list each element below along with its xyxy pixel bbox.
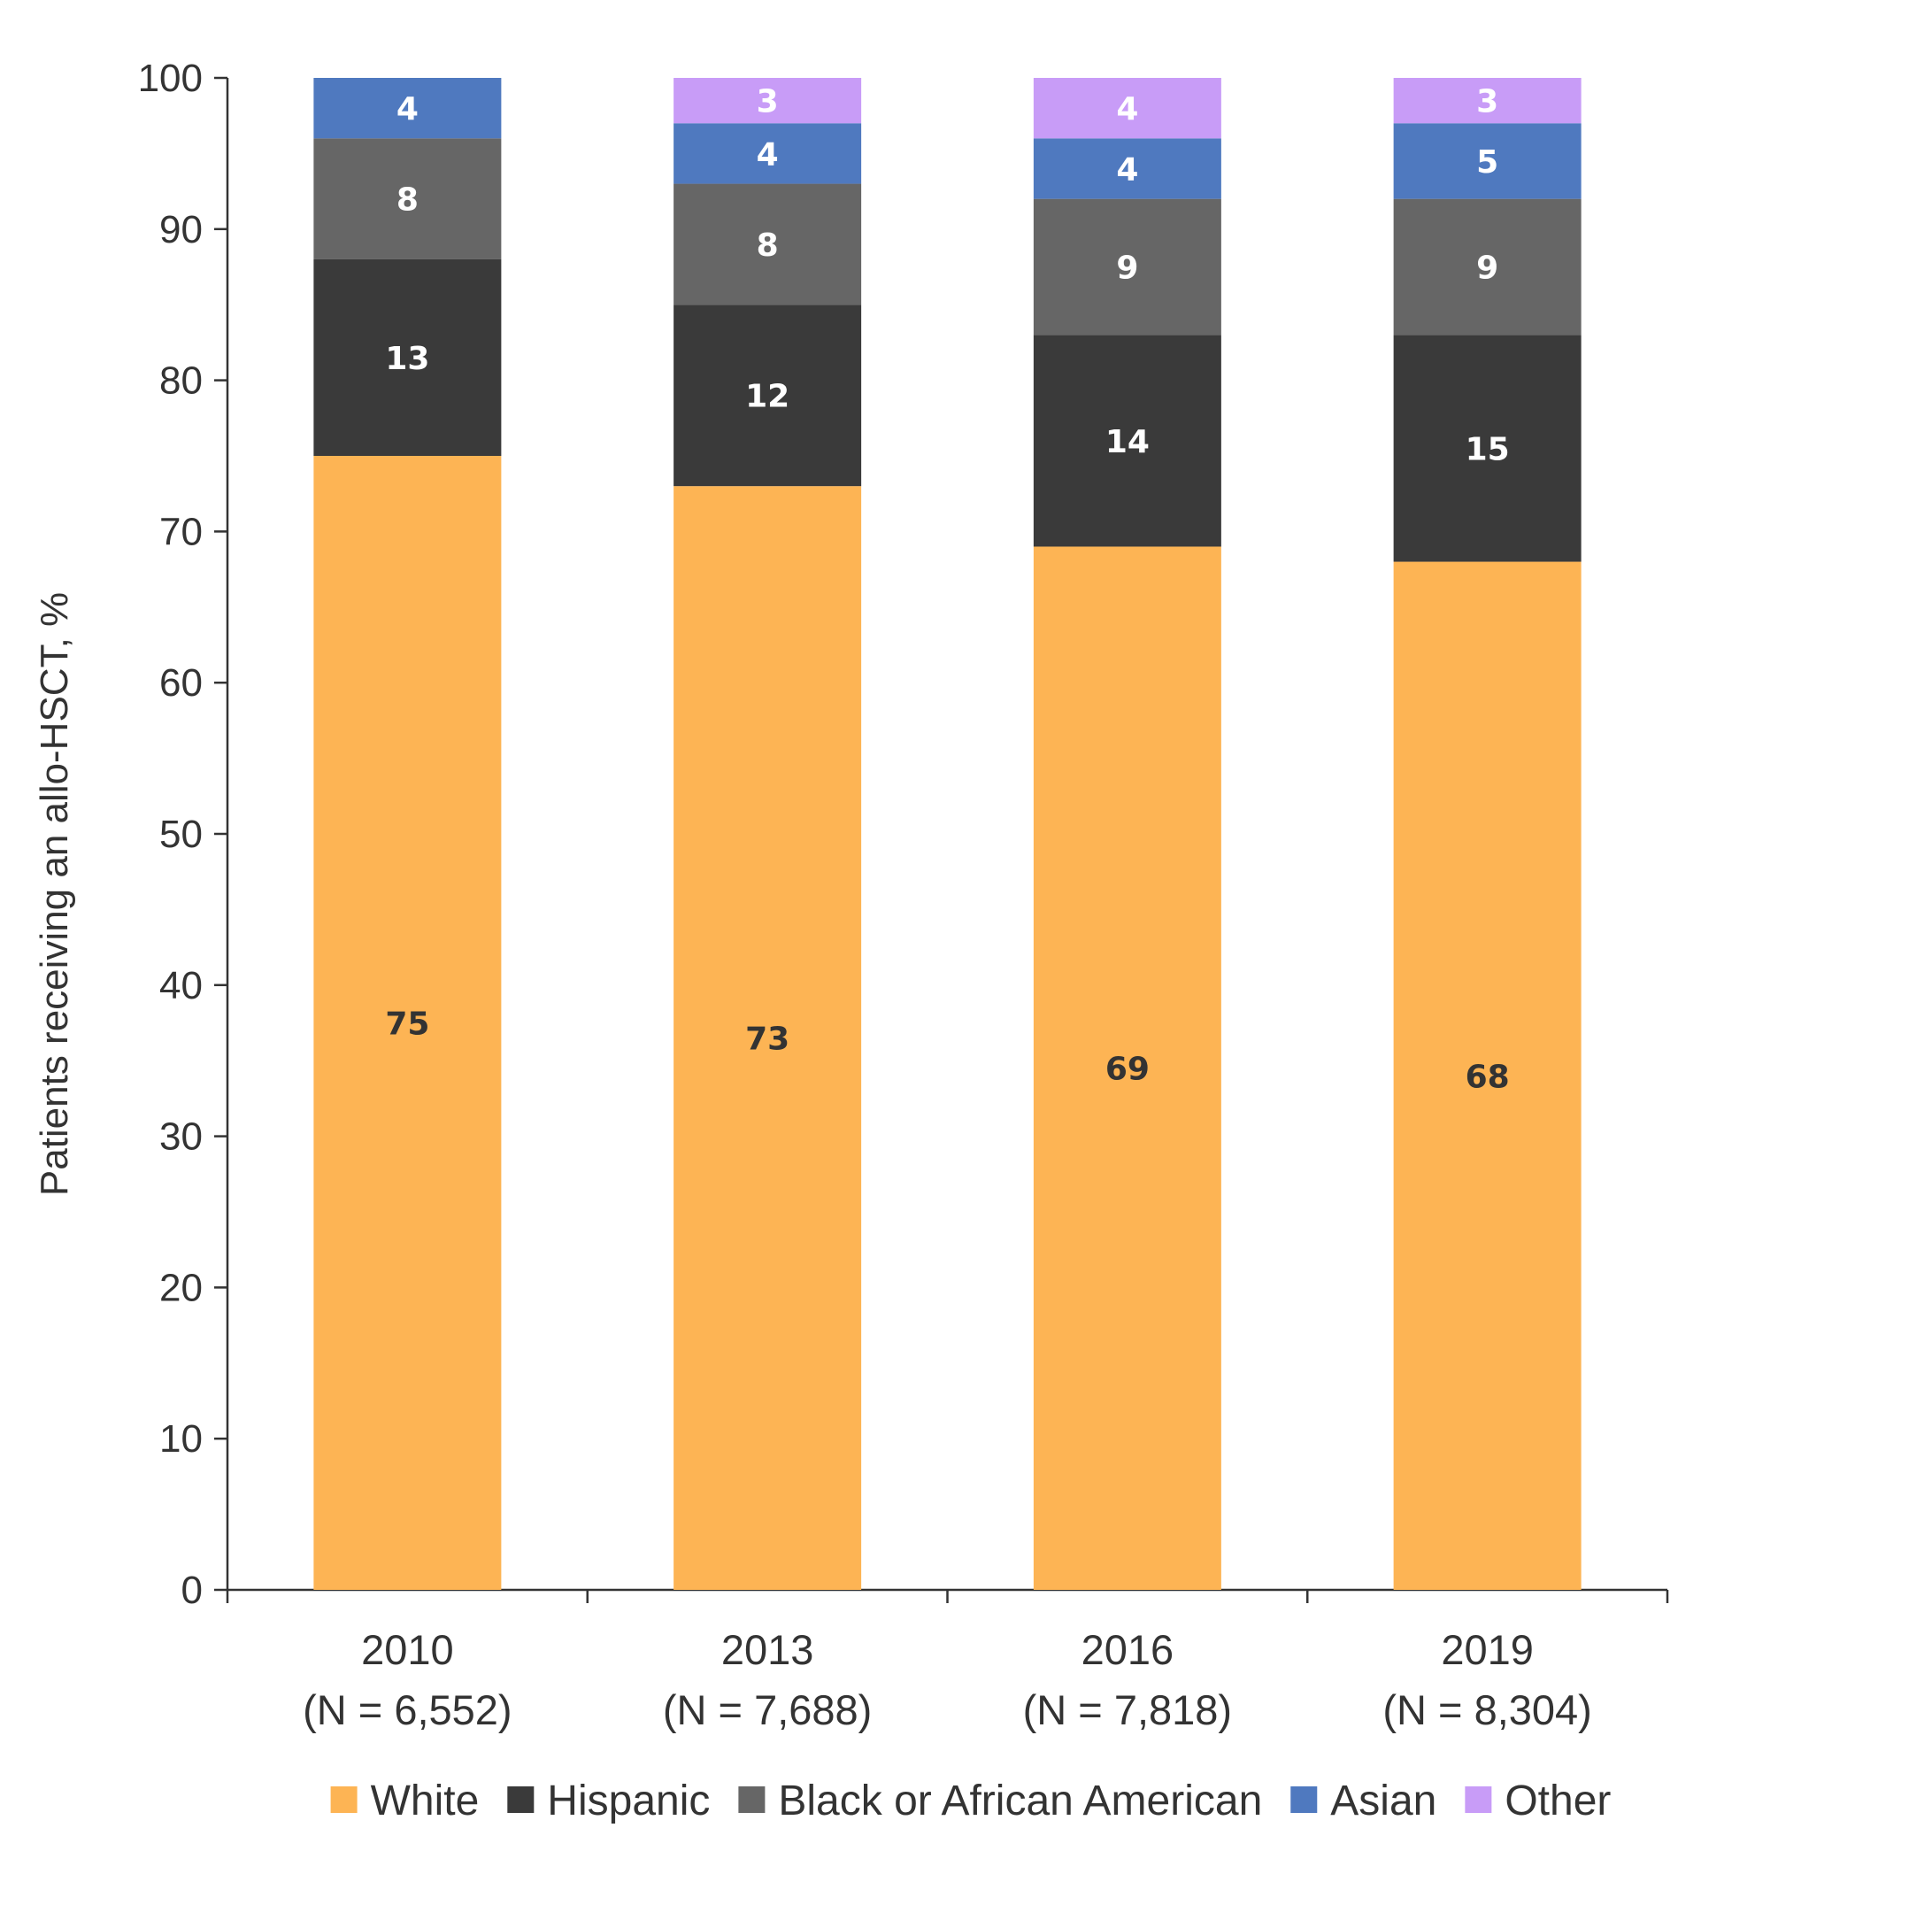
bar-segment-black-or-african-american-2010 [313,138,502,259]
bar-value-label: 68 [1466,1059,1510,1095]
x-category-year: 2019 [1441,1626,1534,1673]
y-tick-label: 40 [159,964,203,1007]
bar-segment-black-or-african-american-2019 [1393,198,1582,335]
bar-segment-asian-2013 [674,123,862,184]
axes: 0 10 20 30 40 50 60 70 80 90 100 [138,57,1669,1612]
x-category-n: (N = 6,552) [303,1686,512,1733]
bar-value-label: 3 [1476,84,1498,120]
legend-swatch [1465,1786,1492,1813]
bar-value-label: 14 [1105,424,1150,460]
x-category-year: 2010 [361,1626,454,1673]
bar-segment-hispanic-2010 [313,258,502,456]
y-tick-label: 10 [159,1417,203,1461]
bar-segment-hispanic-2019 [1393,335,1582,562]
bar-segment-other-2019 [1393,78,1582,124]
bar-value-label: 4 [1116,91,1138,127]
y-tick-label: 50 [159,813,203,856]
y-tick-label: 30 [159,1115,203,1159]
bar-value-label: 73 [745,1022,789,1058]
x-category-n: (N = 7,818) [1023,1686,1232,1733]
bar-value-label: 8 [757,228,779,264]
bar-segment-white-2019 [1393,561,1582,1590]
y-tick-label: 70 [159,510,203,553]
category-labels: 2010 (N = 6,552) 2013 (N = 7,688) 2016 (N = 7… [303,1626,1592,1733]
bar-value-label: 4 [1116,151,1138,188]
legend-swatch [1290,1786,1318,1813]
y-axis-title: Patients receiving an allo-HSCT, % [33,592,76,1196]
bar-segment-hispanic-2016 [1033,335,1221,547]
bar-labels: 75 13 8 4 73 12 8 4 3 69 14 9 4 4 68 15 9 5 3 [385,84,1509,1096]
legend: White Hispanic Black or African American As… [330,1778,1611,1824]
bar-value-label: 4 [757,136,779,173]
bar-segment-asian-2010 [313,78,502,139]
bar-value-label: 5 [1476,144,1498,181]
y-tick-label: 90 [159,208,203,251]
legend-label: Hispanic [547,1778,710,1824]
legend-label: Asian [1330,1778,1436,1824]
x-category-year: 2016 [1081,1626,1174,1673]
y-tick-label: 80 [159,359,203,403]
bar-segment-black-or-african-american-2016 [1033,198,1221,335]
y-tick-label: 100 [138,57,203,100]
bar-value-label: 8 [396,182,419,219]
bar-value-label: 3 [757,84,779,120]
legend-label: Other [1505,1778,1611,1824]
bar-segment-hispanic-2013 [674,305,862,487]
legend-swatch [738,1786,766,1813]
bar-value-label: 75 [385,1006,429,1043]
legend-label: White [371,1778,480,1824]
bar-value-label: 13 [385,341,429,377]
legend-swatch [330,1786,358,1813]
x-category-n: (N = 7,688) [663,1686,872,1733]
bar-value-label: 4 [396,91,419,127]
bar-segment-asian-2016 [1033,138,1221,199]
bars [313,78,1582,1591]
bar-segment-other-2016 [1033,78,1221,139]
bar-value-label: 9 [1476,251,1498,287]
legend-swatch [507,1786,535,1813]
bar-value-label: 69 [1105,1052,1150,1088]
bar-segment-other-2013 [674,78,862,124]
bar-segment-white-2010 [313,456,502,1590]
bar-value-label: 9 [1116,251,1138,287]
x-category-year: 2013 [721,1626,814,1673]
legend-label: Black or African American [778,1778,1262,1824]
bar-segment-white-2013 [674,486,862,1591]
y-tick-label: 0 [181,1569,203,1612]
y-axis-title-group: Patients receiving an allo-HSCT, % [33,592,76,1196]
bar-segment-black-or-african-american-2013 [674,183,862,305]
bar-segment-asian-2019 [1393,123,1582,199]
bar-value-label: 12 [745,379,789,415]
bar-value-label: 15 [1466,431,1510,467]
bar-segment-white-2016 [1033,546,1221,1590]
y-tick-label: 20 [159,1266,203,1309]
y-tick-label: 60 [159,661,203,705]
x-category-n: (N = 8,304) [1382,1686,1591,1733]
